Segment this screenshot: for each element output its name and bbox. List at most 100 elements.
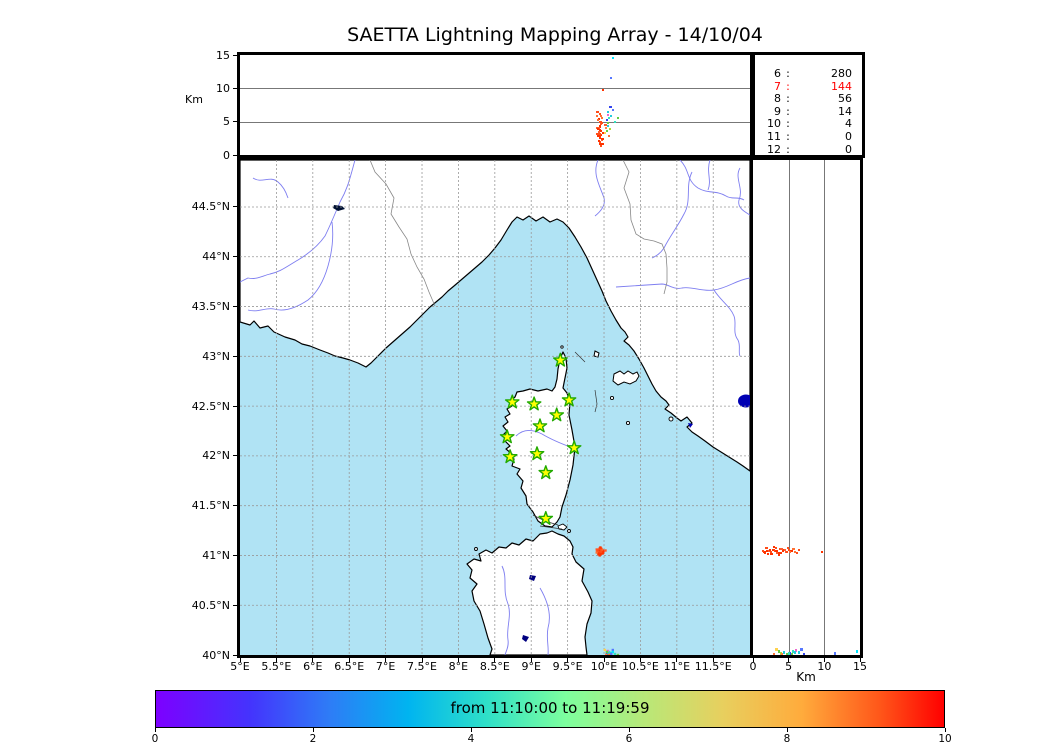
lightning-source <box>856 650 859 653</box>
lightning-source <box>788 550 792 554</box>
lightning-source <box>777 650 780 653</box>
source-count: 0 <box>845 129 852 143</box>
lon-tick-label: 11.5°E <box>694 660 732 673</box>
lightning-source <box>794 649 797 652</box>
alt-tick-label: 10 <box>216 81 230 95</box>
lightning-source <box>605 650 609 654</box>
map-scatter <box>595 546 620 655</box>
lon-tick-label: 10.5°E <box>621 660 659 673</box>
lightning-source <box>793 651 797 654</box>
station-star <box>532 418 548 433</box>
lightning-source <box>786 653 789 655</box>
colon: : <box>786 117 790 131</box>
lightning-source <box>600 129 603 133</box>
lightning-source <box>608 116 611 119</box>
km-tick-label: 15 <box>853 660 867 673</box>
island-montecristo <box>625 420 631 426</box>
island-giglio <box>668 416 674 422</box>
lightning-source <box>833 652 837 655</box>
lightning-source <box>796 551 799 555</box>
lightning-source <box>779 547 782 551</box>
lightning-source <box>607 121 610 125</box>
lightning-source <box>600 139 603 142</box>
rivers <box>240 160 750 655</box>
km-tick-mark <box>859 658 861 662</box>
station-star <box>538 465 554 480</box>
island-pianosa <box>609 395 615 401</box>
km-tick-label: 0 <box>749 660 757 673</box>
lightning-source <box>597 552 600 555</box>
km-tick-mark <box>823 658 825 662</box>
colon: : <box>786 79 790 93</box>
lat-tick-label: 40°N <box>202 648 230 662</box>
lightning-source <box>598 549 601 552</box>
lightning-source <box>597 135 600 138</box>
lightning-source <box>778 553 781 557</box>
lon-tick-label: 10°E <box>590 660 618 673</box>
km-tick-label: 10 <box>817 660 832 673</box>
lightning-source <box>787 548 790 552</box>
island-capraia <box>593 350 600 358</box>
colorbar-tick-label: 6 <box>625 733 633 745</box>
lightning-source <box>606 124 609 127</box>
lightning-source <box>611 108 614 111</box>
lat-tick-label: 40.5°N <box>191 598 230 612</box>
source-count-row: 9: 14 <box>755 105 862 119</box>
lightning-source <box>600 144 603 147</box>
alt-lat-scatter <box>753 160 860 655</box>
colorbar-tick-label: 0 <box>151 733 159 745</box>
source-count-row: 8: 56 <box>755 93 862 106</box>
lightning-source <box>598 112 601 115</box>
lightning-source <box>601 137 604 141</box>
lightning-source <box>597 127 600 131</box>
source-count-row: 6: 280 <box>755 67 862 81</box>
lightning-source <box>616 117 619 120</box>
lightning-source <box>611 648 614 652</box>
station-star <box>504 394 520 409</box>
lightning-source <box>599 143 602 146</box>
lightning-source <box>607 110 610 113</box>
lightning-source <box>775 549 778 553</box>
source-count-panel: 6: 280 7: 144 8: 56 9: 14 10: 4 11: 0 12: 0 <box>752 52 865 158</box>
lightning-source <box>599 134 602 137</box>
lon-tick-label: 9.5°E <box>552 660 583 673</box>
source-count: 280 <box>831 67 852 80</box>
colorbar-label: from 11:10:00 to 11:19:59 <box>450 699 650 717</box>
colorbar-tick-mark <box>944 728 946 732</box>
lightning-source <box>772 653 775 655</box>
source-count-row: 12: 0 <box>755 143 862 155</box>
lightning-source <box>616 653 620 655</box>
lakes <box>333 205 750 642</box>
km-tick-label: 5 <box>785 660 793 673</box>
lightning-source <box>784 550 787 554</box>
lightning-source <box>605 119 609 122</box>
lon-tick-mark <box>457 658 459 662</box>
lightning-source <box>766 552 770 556</box>
colorbar-tick-label: 8 <box>783 733 791 745</box>
lightning-source <box>770 552 773 556</box>
lon-tick-label: 11°E <box>663 660 691 673</box>
lightning-source <box>595 551 598 554</box>
lightning-source <box>608 127 611 131</box>
station-star <box>553 352 568 367</box>
alt-axis-label: Km <box>185 93 203 106</box>
altitude-level: 8 <box>774 92 781 106</box>
lightning-source <box>606 113 609 117</box>
station-star <box>566 440 582 455</box>
lon-tick-mark <box>530 658 532 662</box>
km-tick-mark <box>788 658 790 662</box>
lightning-source <box>781 549 785 553</box>
map-panel <box>237 157 753 658</box>
lightning-source <box>598 129 601 132</box>
source-count: 144 <box>831 79 852 93</box>
lightning-source <box>791 547 795 551</box>
station-star <box>499 429 515 444</box>
lightning-source <box>611 650 614 654</box>
lightning-source <box>597 139 601 143</box>
km-axis-label: Km <box>796 670 816 684</box>
lon-tick-label: 6.5°E <box>334 660 365 673</box>
lightning-source <box>800 648 803 651</box>
lightning-source <box>771 548 775 552</box>
source-count-row: 11: 0 <box>755 129 862 144</box>
